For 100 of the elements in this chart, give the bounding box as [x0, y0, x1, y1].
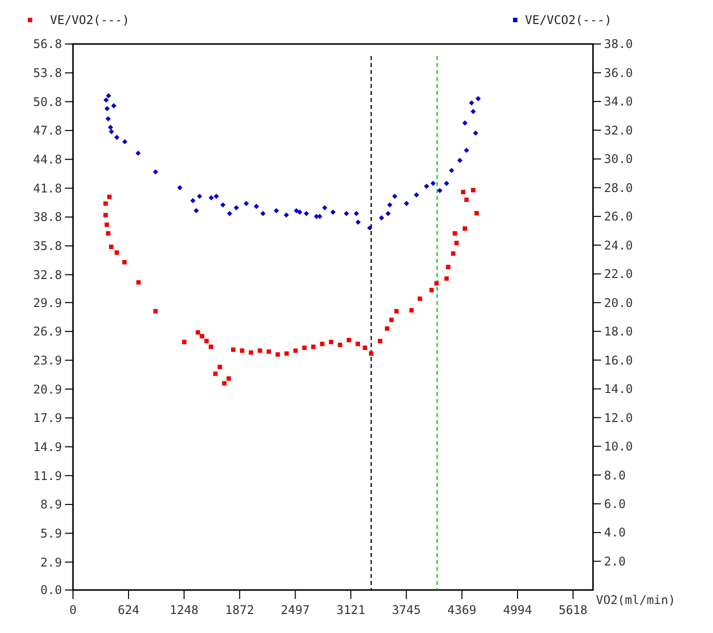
- point: [437, 188, 442, 194]
- point: [356, 342, 360, 346]
- point: [457, 158, 462, 163]
- point: [409, 308, 414, 312]
- point: [302, 346, 307, 350]
- point: [392, 194, 398, 199]
- point: [297, 210, 302, 215]
- point: [434, 281, 439, 286]
- point: [430, 180, 436, 186]
- y-tick-label: 8.9: [40, 498, 62, 512]
- x-tick-label: 5618: [558, 603, 588, 617]
- point: [328, 340, 334, 344]
- point: [114, 134, 120, 140]
- y2-tick-label: 38.0: [604, 37, 633, 52]
- point: [322, 205, 328, 210]
- point: [220, 202, 226, 208]
- point: [450, 251, 456, 256]
- point: [462, 226, 468, 231]
- point: [208, 344, 214, 349]
- point: [464, 198, 469, 202]
- y-tick-label: 38.8: [33, 210, 62, 224]
- point: [418, 296, 422, 301]
- y2-tick-label: 24.0: [604, 238, 633, 252]
- point: [108, 244, 114, 250]
- point: [258, 348, 262, 353]
- point: [231, 347, 236, 352]
- point: [222, 381, 227, 386]
- point: [106, 231, 110, 236]
- point: [153, 309, 158, 314]
- point: [476, 96, 481, 102]
- legend-label: VE/VO2(---): [50, 13, 130, 28]
- point: [452, 231, 458, 236]
- point: [389, 318, 394, 322]
- y-tick-label: 44.8: [33, 152, 62, 167]
- y2-tick-label: 26.0: [604, 210, 633, 224]
- point: [414, 192, 420, 198]
- point: [386, 210, 391, 216]
- point: [330, 210, 336, 215]
- point: [356, 220, 361, 225]
- y2-tick-label: 4.0: [604, 526, 626, 540]
- x-tick-label: 624: [118, 603, 140, 617]
- point: [367, 225, 372, 231]
- point: [378, 338, 382, 344]
- y2-tick-label: 6.0: [604, 496, 626, 511]
- point: [444, 276, 449, 281]
- y-tick-label: 53.8: [33, 66, 62, 80]
- point: [468, 100, 474, 106]
- point: [108, 124, 114, 130]
- x-tick-label: 3745: [392, 603, 421, 617]
- point: [214, 194, 219, 199]
- x-tick-label: 3121: [336, 603, 366, 617]
- y-tick-label: 2.9: [40, 555, 62, 570]
- point: [226, 210, 232, 216]
- point: [394, 309, 399, 314]
- point: [368, 351, 374, 356]
- y-tick-label: 47.8: [33, 124, 62, 138]
- y-tick-label: 41.8: [33, 181, 62, 196]
- y2-tick-label: 2.0: [604, 554, 626, 568]
- point: [464, 148, 470, 153]
- point: [470, 108, 476, 114]
- y2-tick-label: 8.0: [604, 468, 626, 482]
- point: [240, 348, 244, 353]
- y-tick-label: 11.9: [33, 468, 62, 483]
- x-tick-label: 4369: [447, 603, 476, 617]
- point: [190, 198, 196, 204]
- y-tick-label: 0.0: [40, 583, 62, 598]
- y2-tick-label: 10.0: [604, 440, 633, 454]
- point: [346, 338, 352, 342]
- point: [304, 210, 309, 216]
- point: [106, 93, 112, 98]
- point: [266, 349, 272, 354]
- point: [107, 194, 112, 200]
- point: [182, 340, 186, 344]
- point: [226, 376, 231, 381]
- y2-tick-label: 18.0: [604, 324, 633, 339]
- point: [444, 180, 450, 186]
- point: [122, 260, 127, 264]
- point: [474, 210, 479, 216]
- y-tick-label: 17.9: [33, 411, 62, 426]
- point: [284, 212, 289, 218]
- point: [194, 208, 199, 214]
- point: [354, 210, 360, 216]
- y2-tick-label: 36.0: [604, 66, 633, 80]
- point: [234, 205, 239, 210]
- y-tick-label: 56.8: [33, 37, 62, 52]
- point: [448, 168, 454, 174]
- point: [106, 116, 111, 122]
- x-tick-label: 1872: [225, 603, 254, 617]
- point: [470, 188, 476, 192]
- point: [104, 222, 110, 227]
- point: [152, 169, 158, 174]
- y-tick-label: 50.8: [33, 94, 62, 109]
- point: [472, 130, 478, 136]
- point: [196, 194, 202, 199]
- y-tick-label: 26.9: [33, 324, 62, 339]
- legend-label: VE/VCO2(---): [525, 13, 612, 28]
- point: [384, 326, 390, 331]
- x-axis-title: VO2(ml/min): [596, 593, 676, 607]
- point: [177, 185, 182, 190]
- point: [294, 208, 300, 214]
